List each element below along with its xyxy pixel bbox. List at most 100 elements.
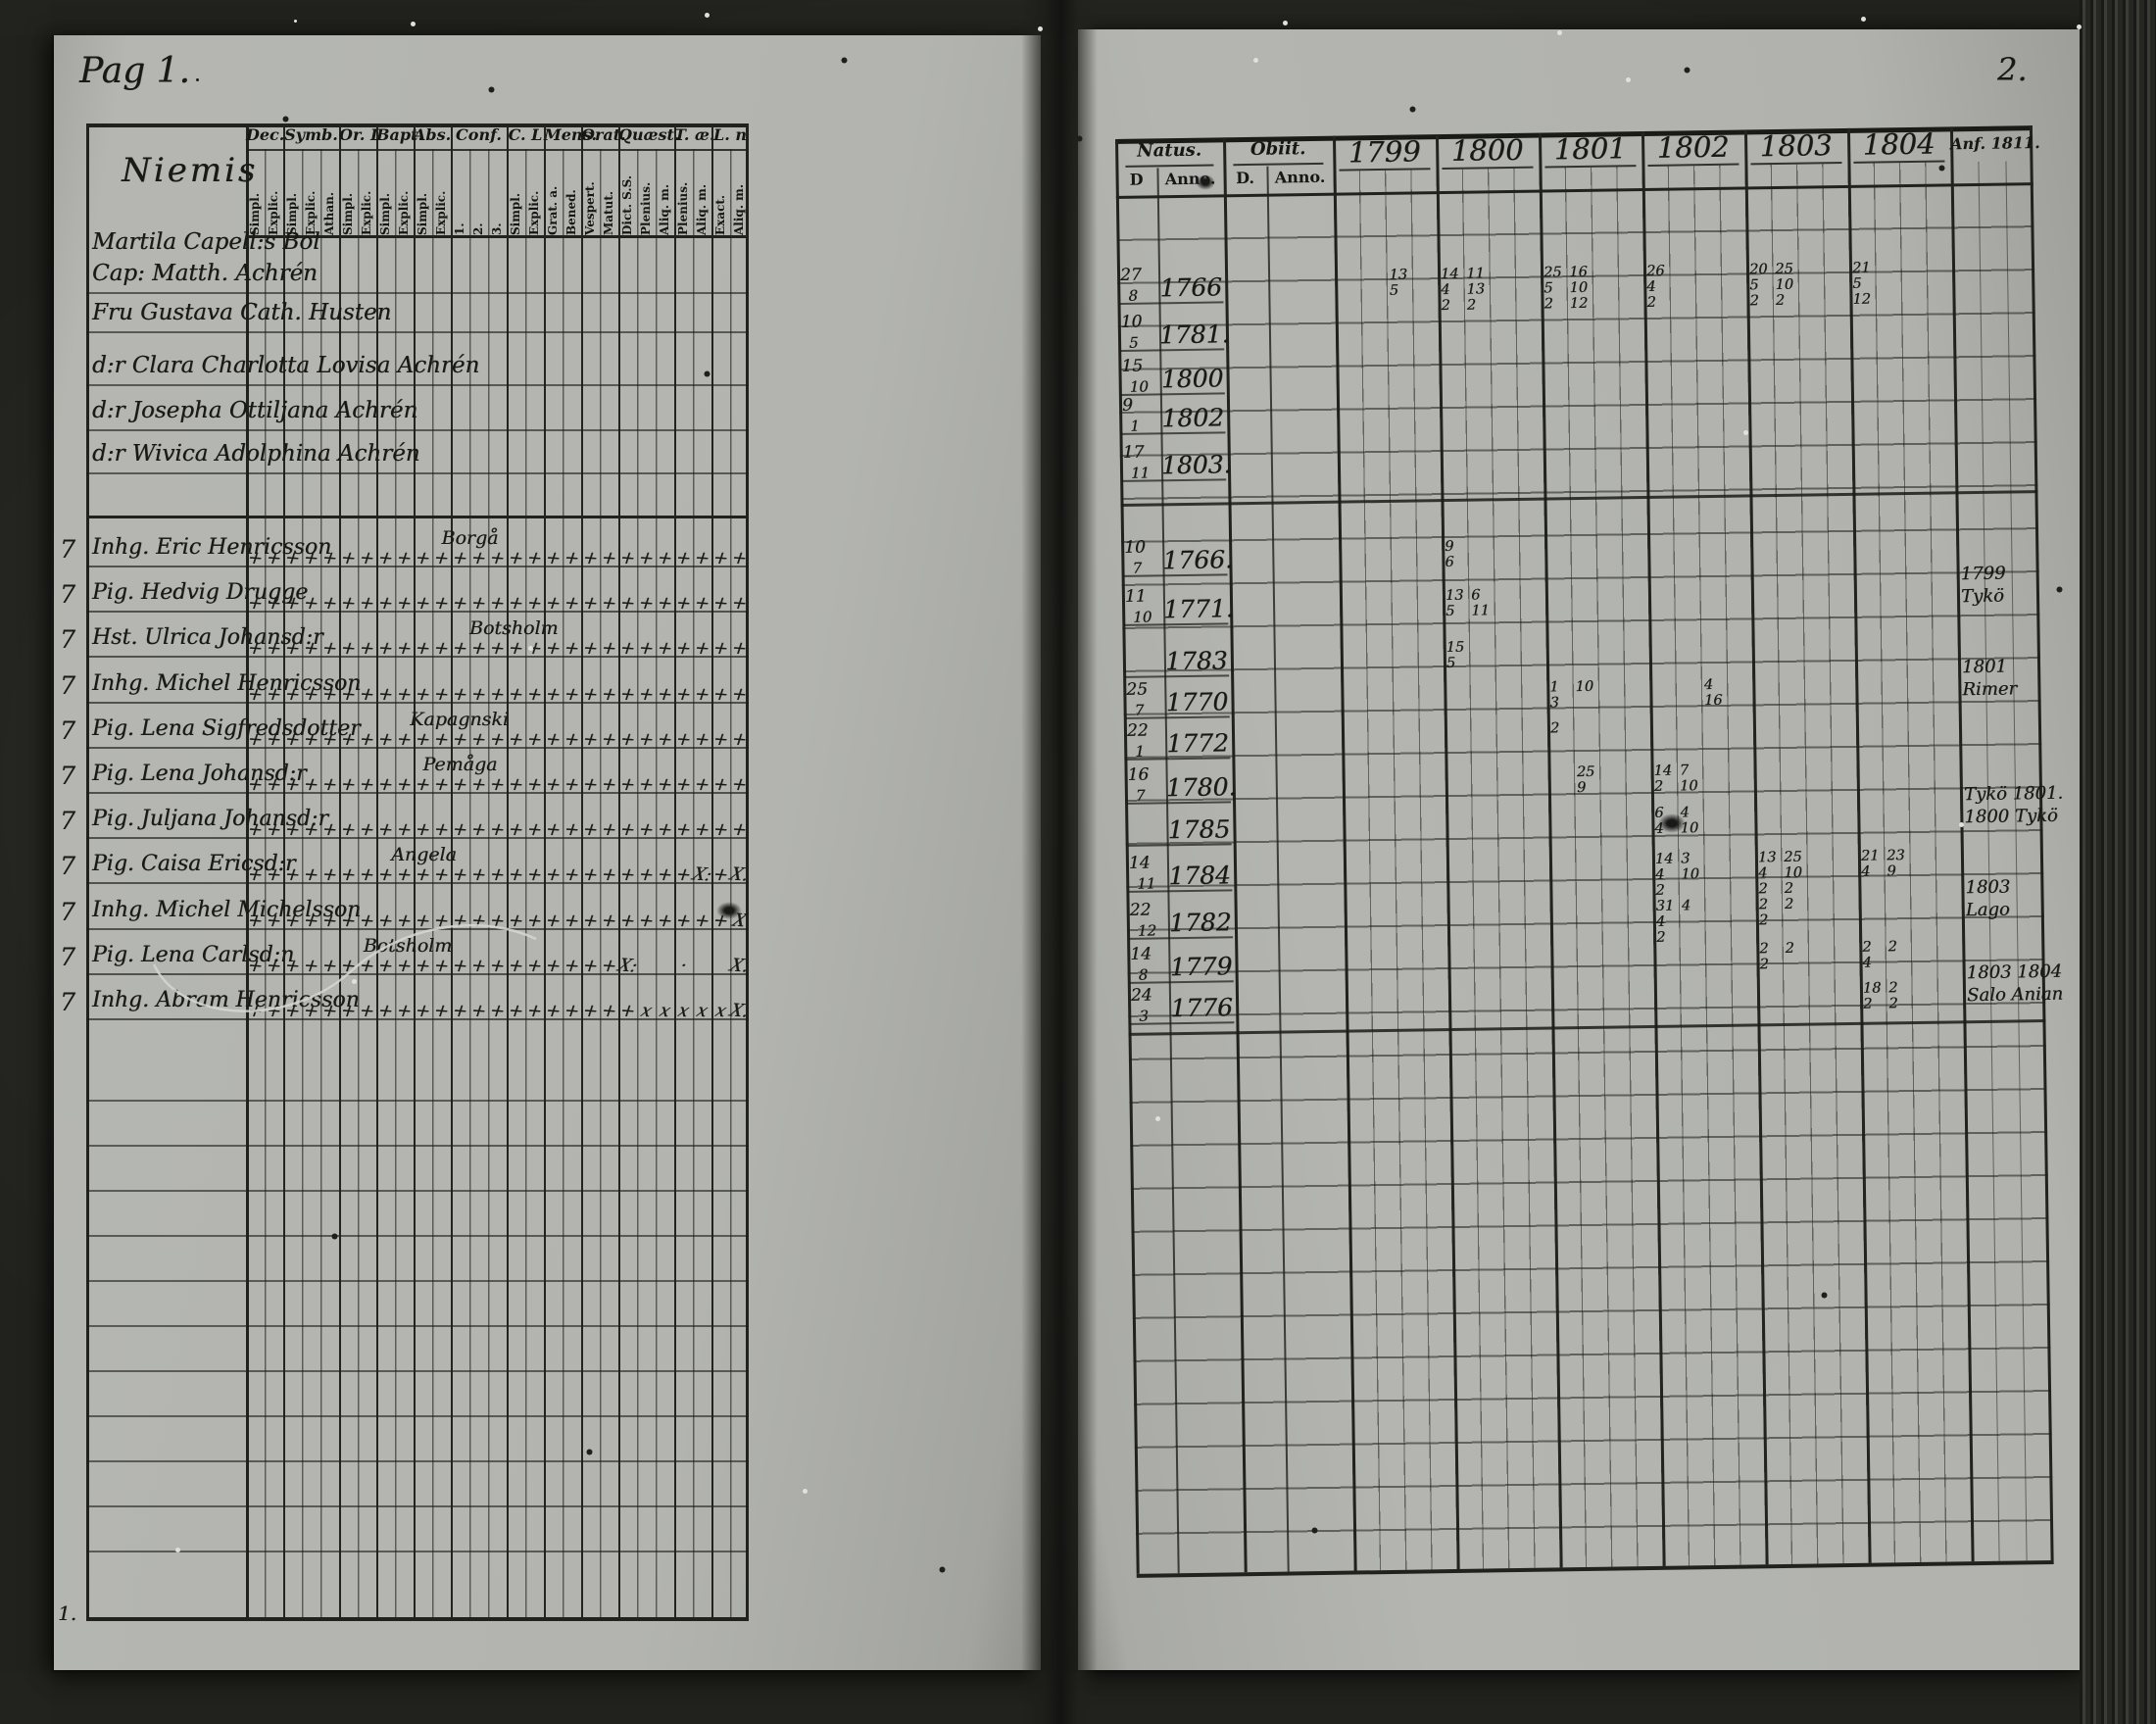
- communion-date-cell: 14 2: [1654, 763, 1673, 795]
- natus-day: 11: [1124, 586, 1147, 607]
- column-group-label: Orat.: [581, 125, 626, 144]
- communion-date-cell: 15 5: [1446, 640, 1465, 671]
- communion-date-number: 1: [1549, 679, 1559, 696]
- year-header: 1801: [1553, 131, 1627, 167]
- household-name-entry: d:r Wivica Adolphina Achrén: [92, 441, 420, 467]
- margin-check-mark: 7: [60, 762, 75, 790]
- column-sub-label: Simpl.: [378, 192, 392, 235]
- member-name-entry: Inhg. Abram Henricsson: [92, 988, 360, 1012]
- year-header: 1799: [1348, 134, 1421, 170]
- communion-date-number: 2: [1888, 996, 1898, 1012]
- margin-note-line: 1800 Tykö: [1964, 805, 2058, 828]
- column-sub-label: Plenius.: [639, 181, 653, 235]
- column-group-divider: [414, 123, 416, 1617]
- communion-date-cell: 2: [1550, 720, 1559, 736]
- communion-date-number: 2: [1646, 294, 1656, 311]
- column-sub-label: Aliq. m.: [695, 183, 709, 235]
- row-rule: [86, 1018, 749, 1020]
- communion-date-cell: 31 4 2: [1656, 899, 1675, 946]
- communion-date-cell: 4: [1682, 898, 1690, 913]
- communion-date-cell: 20 5 2: [1749, 262, 1768, 309]
- row-rule: [86, 656, 749, 659]
- communion-date-number: 21: [1860, 848, 1880, 864]
- column-group-divider: [339, 123, 341, 1617]
- communion-date-cell: 18 2: [1863, 981, 1882, 1012]
- natus-sub-d: D: [1129, 170, 1144, 189]
- column-group-divider: [674, 123, 676, 1617]
- year-header: 1802: [1656, 129, 1730, 165]
- communion-date-number: 13: [1389, 267, 1408, 283]
- column-group-divider: [544, 123, 546, 1617]
- year-header: 1800: [1450, 132, 1524, 168]
- left-page: Pag 1. Dec. Simpl. Explic. Symb. Simpl. Expli…: [54, 35, 1041, 1670]
- column-group-label: Dec.: [246, 125, 285, 144]
- column-group-label: L. n: [712, 125, 748, 144]
- communion-date-cell: 11 13 2: [1466, 266, 1485, 313]
- left-register-table: Dec. Simpl. Explic. Symb. Simpl. Explic. Athan…: [60, 123, 752, 1627]
- communion-date-cell: 25 5 2: [1544, 265, 1562, 312]
- column-sub-label: Explic.: [434, 190, 448, 235]
- communion-date-number: 15: [1446, 639, 1465, 657]
- last-col-header: Anf. 1811.: [1950, 133, 2040, 154]
- row-rule: [86, 611, 749, 614]
- communion-date-number: 2: [1759, 941, 1769, 958]
- obiit-header: Obiit.: [1250, 138, 1306, 160]
- row-annotation: Kapagnski: [410, 708, 509, 730]
- communion-date-cell: 3 10: [1681, 851, 1699, 882]
- communion-mark-row: + + + + + + + + + + + + + + + + + + + + + + + + + + +: [245, 813, 750, 841]
- communion-date-number: 10: [1679, 778, 1698, 795]
- communion-date-number: 13: [1466, 281, 1486, 298]
- communion-date-number: 9: [1445, 538, 1454, 556]
- communion-date-cell: 13 5: [1446, 588, 1464, 619]
- member-name-entry: Inhg. Eric Henricsson: [92, 535, 332, 560]
- communion-date-number: 21: [1851, 260, 1871, 276]
- communion-date-cell: 2: [1785, 941, 1793, 957]
- row-rule: [86, 746, 749, 749]
- ink-smudge: [1658, 813, 1686, 833]
- natus-day: 10: [1120, 312, 1143, 332]
- column-sub-label: Explic.: [360, 190, 373, 235]
- margin-note-line: 1801: [1961, 656, 2008, 678]
- margin-check-mark: 7: [60, 942, 75, 971]
- column-sub-label: Bened.: [564, 189, 578, 235]
- communion-date-number: 2: [1758, 881, 1768, 898]
- communion-date-cell: 2: [1887, 939, 1896, 955]
- margin-check-mark: 7: [60, 807, 75, 836]
- row-rule: [86, 927, 749, 930]
- year-header: 1804: [1862, 126, 1936, 162]
- natus-year: 1779: [1169, 952, 1233, 982]
- row-annotation: Borgå: [441, 527, 499, 549]
- empty-ruled-lines: [86, 1057, 749, 1576]
- communion-date-number: 9: [1577, 779, 1587, 797]
- column-sub-label: Matut.: [602, 190, 615, 235]
- communion-date-cell: 23 9: [1886, 848, 1905, 879]
- communion-date-number: 16: [1569, 264, 1588, 281]
- natus-day: 10: [1124, 537, 1146, 558]
- communion-date-number: 12: [1569, 295, 1589, 313]
- household-name-entry: d:r Josepha Ottiljana Achrén: [92, 398, 418, 423]
- row-rule: [86, 331, 749, 333]
- member-name-entry: Pig. Lena Carlsd:n: [92, 942, 295, 967]
- member-name-entry: Pig. Caisa Ericsd:r: [92, 852, 296, 877]
- row-annotation: Botsholm: [469, 617, 559, 640]
- communion-date-cell: 7 10: [1680, 763, 1698, 794]
- right-register-table: Natus. D Anno. Obiit. D. Anno. 1799 1800 1801 180…: [1115, 125, 2063, 1613]
- column-sub-label: Exact.: [713, 194, 727, 235]
- member-name-entry: Hst. Ulrica Johansd:r: [92, 625, 323, 651]
- natus-year: 1781.: [1158, 320, 1230, 350]
- communion-date-number: 2: [1863, 996, 1873, 1012]
- column-group-divider: [618, 123, 620, 1617]
- communion-date-number: 4: [1862, 955, 1872, 971]
- communion-date-number: 2: [1784, 880, 1794, 897]
- natus-day: 17: [1122, 442, 1145, 463]
- communion-date-number: 2: [1887, 939, 1897, 956]
- communion-date-number: 2: [1888, 980, 1898, 997]
- communion-date-number: 2: [1758, 897, 1769, 913]
- communion-mark-row: + + + + + + + + + + + + + + + + + + + + + + + + + + +: [245, 586, 750, 615]
- margin-note-line: Salo Anian: [1966, 983, 2064, 1007]
- obiit-sub-anno: Anno.: [1274, 167, 1326, 187]
- communion-date-number: 2: [1759, 957, 1769, 973]
- column-sub-label: Simpl.: [285, 192, 299, 235]
- column-sub-label: Grat. a.: [546, 185, 560, 235]
